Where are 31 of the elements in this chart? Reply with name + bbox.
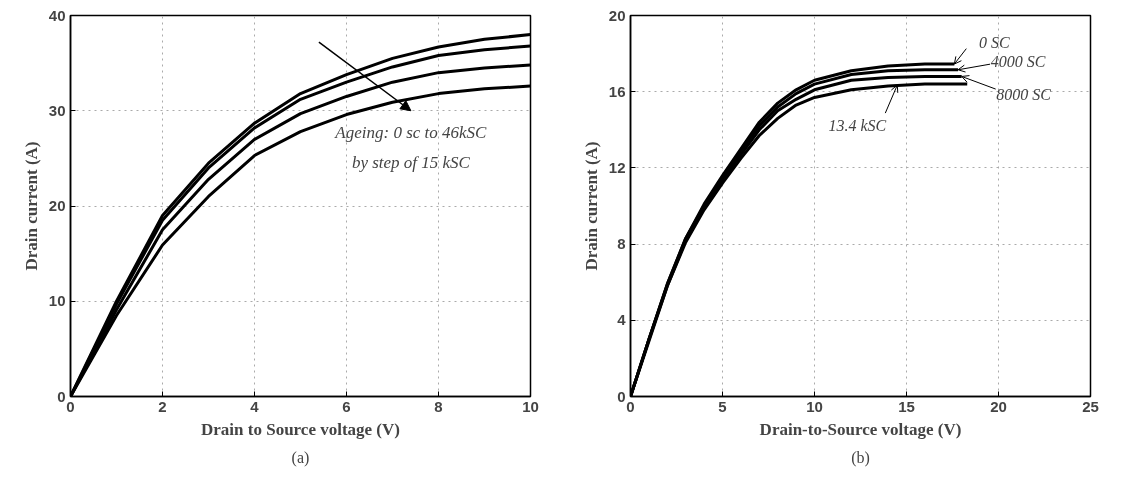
y-tick-label: 20 — [48, 197, 66, 214]
y-tick-label: 12 — [608, 158, 626, 176]
y-tick-label: 4 — [617, 311, 627, 329]
x-tick-label: 20 — [990, 397, 1007, 415]
y-tick-label: 20 — [608, 6, 626, 24]
annotation: 13.4 kSC — [828, 116, 887, 134]
x-axis-title: Drain-to-Source voltage (V) — [759, 419, 962, 439]
annotation: 0 SC — [979, 33, 1010, 51]
text: (b) — [851, 448, 870, 467]
y-axis-title: Drain current (A) — [581, 141, 601, 271]
annotation: 8000 SC — [996, 85, 1052, 103]
y-axis-title: Drain current (A) — [21, 141, 41, 271]
x-axis-title: Drain to Source voltage (V) — [201, 419, 400, 439]
x-tick-label: 25 — [1082, 397, 1099, 415]
text: (a) — [291, 448, 310, 467]
x-tick-label: 10 — [806, 397, 823, 415]
x-tick-label: 2 — [158, 397, 167, 415]
y-tick-label: 30 — [48, 101, 66, 119]
y-tick-label: 40 — [48, 6, 66, 24]
y-tick-label: 16 — [608, 82, 626, 100]
y-tick-label: 10 — [48, 292, 66, 310]
y-tick-label: 8 — [617, 235, 626, 253]
x-tick-label: 6 — [342, 397, 351, 415]
x-tick-label: 5 — [718, 397, 727, 415]
x-tick-label: 10 — [522, 397, 539, 415]
x-tick-label: 8 — [434, 397, 443, 415]
x-tick-label: 15 — [898, 397, 915, 415]
annotation: Ageing: 0 sc to 46kSC — [334, 122, 488, 142]
annotation: 4000 SC — [990, 53, 1046, 71]
x-tick-label: 4 — [250, 397, 260, 415]
annotation: by step of 15 kSC — [351, 152, 471, 172]
